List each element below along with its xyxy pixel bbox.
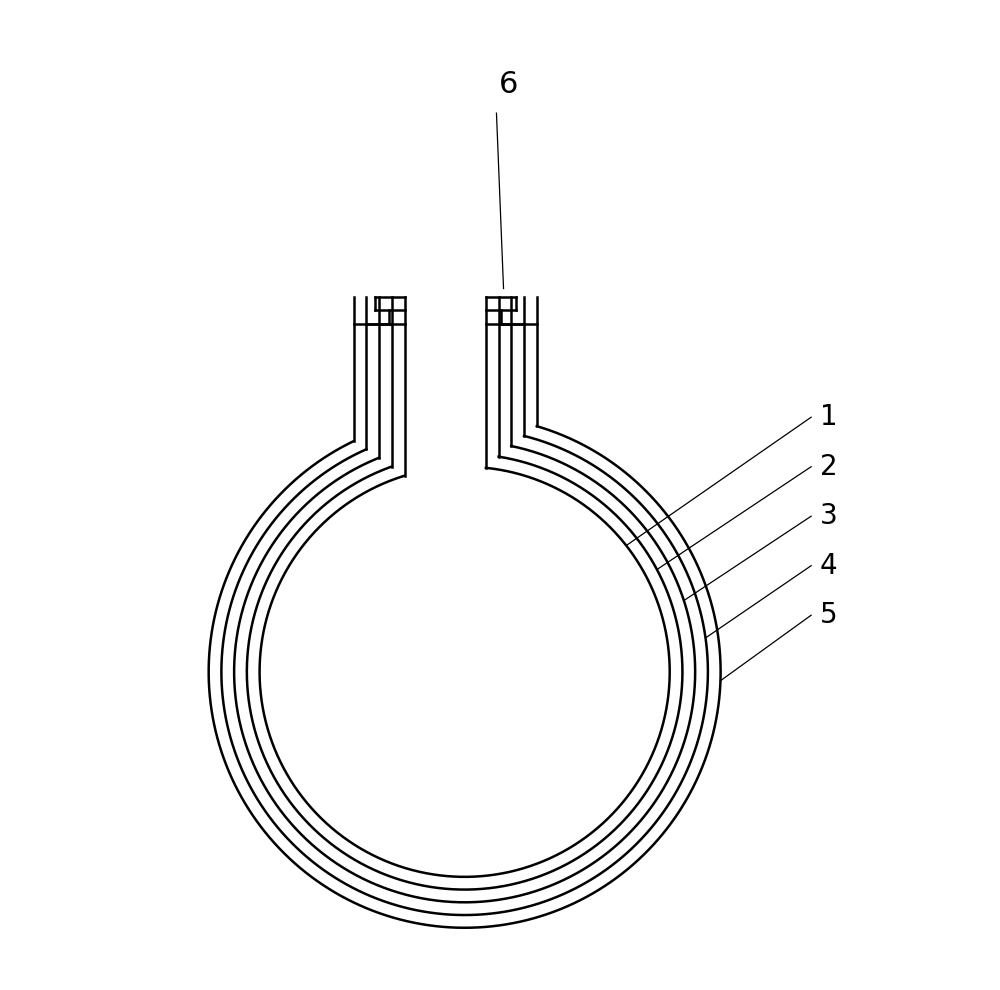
Text: 1: 1 [820, 403, 837, 432]
Text: 4: 4 [820, 551, 837, 580]
Text: 3: 3 [820, 502, 837, 531]
Text: 2: 2 [820, 452, 837, 481]
Text: 6: 6 [499, 70, 518, 99]
Text: 5: 5 [820, 601, 837, 630]
